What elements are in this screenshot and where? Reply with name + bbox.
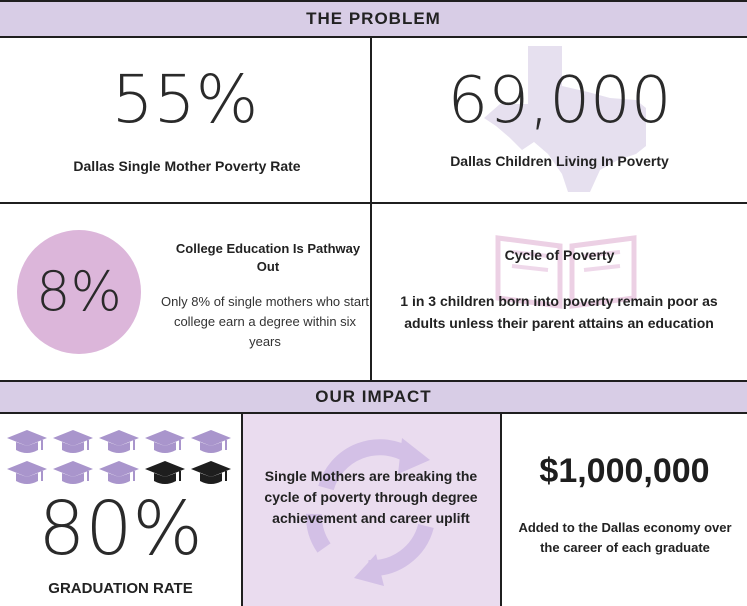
grad-value: 80% [38,486,203,572]
breaking-text: Single Mothers are breaking the cycle of… [264,468,478,526]
graduation-caps-grid [6,428,236,492]
graduation-cap-icon [7,430,47,453]
college-title: College Education Is Pathway Out [175,241,361,274]
children-value: 69,000 [447,64,672,138]
economy-text: Added to the Dallas economy over the car… [518,520,732,555]
divider-impact-2 [500,414,502,606]
graduation-cap-icon [7,461,47,484]
graduation-cap-icon [191,461,231,484]
graduation-cap-icon [53,461,93,484]
college-text: Only 8% of single mothers who start coll… [160,294,370,349]
graduation-cap-icon [191,430,231,453]
graduation-cap-icon [53,430,93,453]
economy-value: $1,000,000 [539,452,710,490]
divider-impact-1 [241,414,243,606]
graduation-cap-icon [99,430,139,453]
open-book-icon [495,235,637,309]
children-label: Dallas Children Living In Poverty [450,153,669,169]
cycle-text: 1 in 3 children born into poverty remain… [400,293,718,331]
divider-horizontal-top [0,202,747,204]
graduation-cap-icon [99,461,139,484]
poverty-rate-label: Dallas Single Mother Poverty Rate [73,158,301,174]
graduation-cap-icon [145,461,185,484]
grad-label: GRADUATION RATE [48,580,193,597]
problem-header: THE PROBLEM [0,0,747,38]
impact-title: OUR IMPACT [315,387,432,406]
impact-header: OUR IMPACT [0,380,747,414]
problem-title: THE PROBLEM [306,9,441,28]
college-value: 8% [36,260,122,323]
divider-vertical-top [370,38,372,380]
cycle-arrows-icon [306,438,434,586]
texas-map-icon [484,46,646,192]
graduation-cap-icon [145,430,185,453]
cycle-title: Cycle of Poverty [504,247,615,263]
poverty-rate-value: 55% [111,61,259,138]
college-circle [17,230,141,354]
